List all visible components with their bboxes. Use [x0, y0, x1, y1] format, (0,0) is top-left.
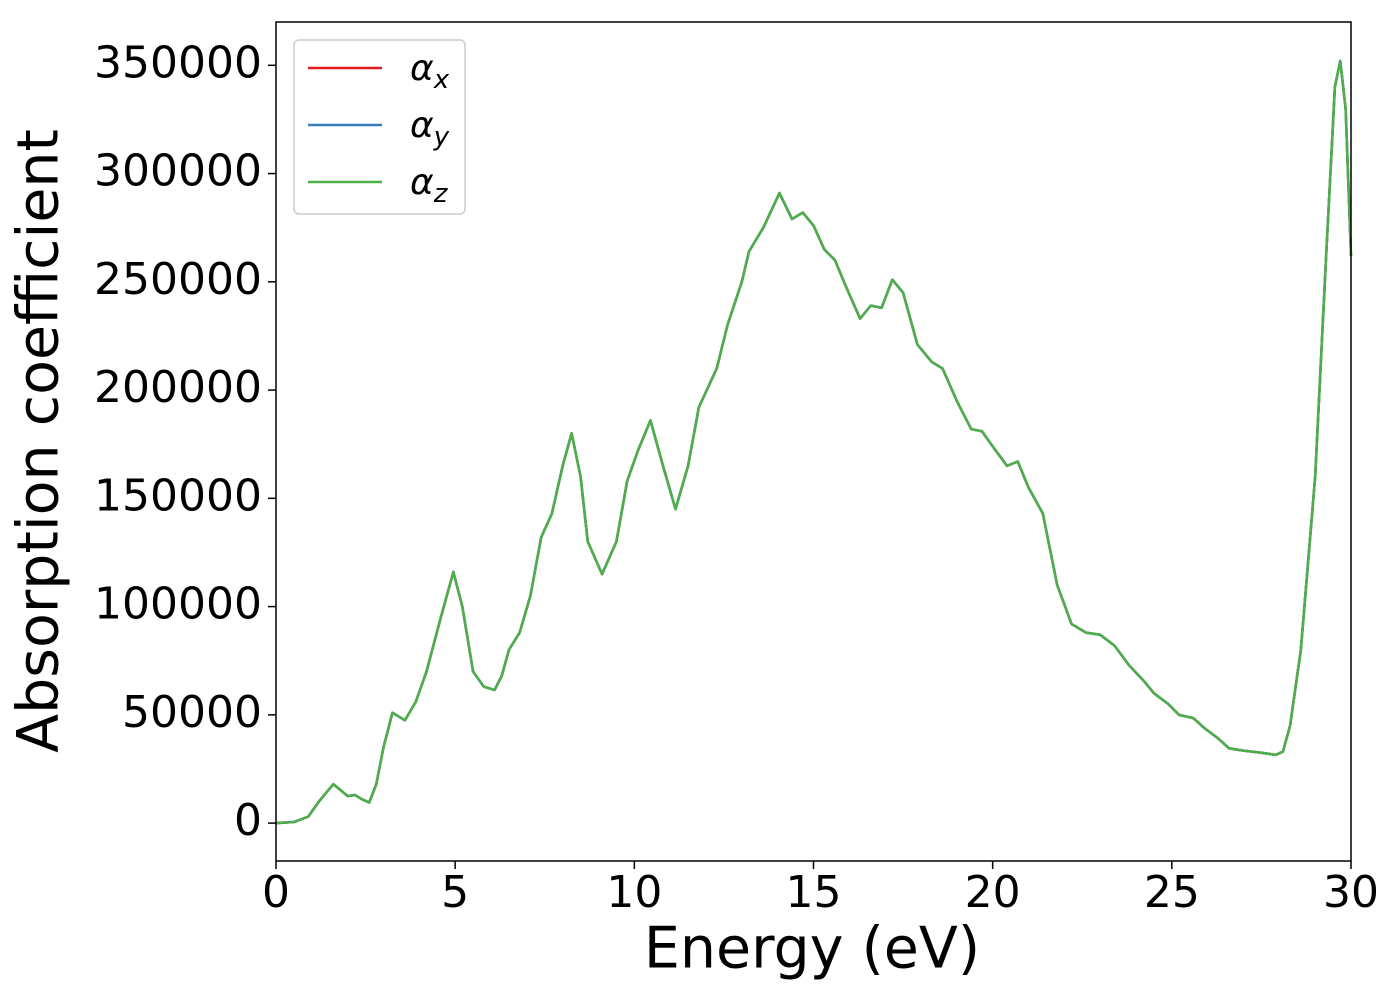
legend-label: αx	[410, 48, 450, 95]
x-tick-label: 30	[1323, 867, 1379, 918]
legend-box	[293, 39, 466, 215]
x-tick-label: 0	[262, 867, 290, 918]
y-axis-label: Absorption coefficient	[6, 129, 72, 753]
x-tick-label: 25	[1144, 867, 1200, 918]
y-tick-label: 150000	[94, 470, 262, 521]
y-tick-label: 100000	[94, 579, 262, 630]
x-tick-label: 5	[441, 867, 469, 918]
x-tick-label: 10	[606, 867, 662, 918]
x-tick-label: 15	[786, 867, 842, 918]
y-tick-label: 0	[234, 795, 262, 846]
plot-frame	[275, 21, 1352, 862]
x-axis-label: Energy (eV)	[644, 916, 980, 982]
legend-label: αz	[410, 162, 449, 209]
series-line	[275, 59, 1353, 825]
y-tick-label: 200000	[94, 362, 262, 413]
y-tick-label: 350000	[94, 37, 262, 88]
y-tick-label: 300000	[94, 146, 262, 197]
y-tick-label: 50000	[122, 687, 262, 738]
x-tick-label: 20	[965, 867, 1021, 918]
y-tick-label: 250000	[94, 254, 262, 305]
legend-label: αy	[410, 105, 450, 152]
